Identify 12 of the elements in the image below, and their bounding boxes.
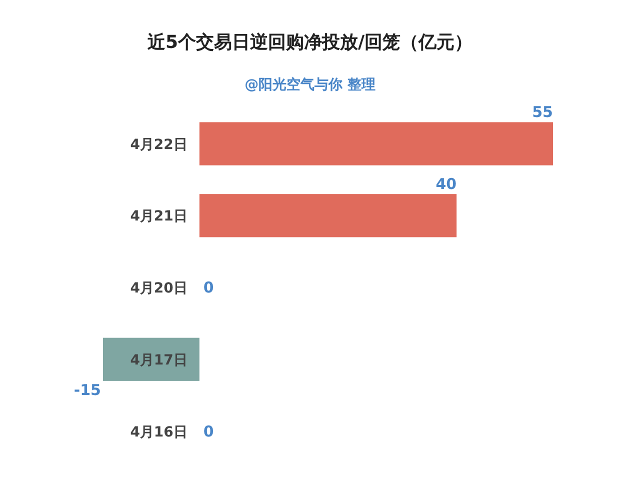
chart-subtitle: @阳光空气与你 整理	[244, 76, 376, 93]
chart-title: 近5个交易日逆回购净投放/回笼（亿元）	[146, 32, 473, 53]
data-label: 0	[203, 278, 214, 296]
y-tick-label: 4月16日	[130, 424, 188, 440]
data-label: 55	[532, 103, 553, 122]
y-tick-label: 4月17日	[130, 352, 188, 368]
y-tick-label: 4月21日	[130, 208, 188, 225]
data-label: -15	[74, 380, 101, 399]
data-label: 0	[203, 422, 214, 440]
y-tick-label: 4月22日	[130, 136, 188, 153]
y-tick-label: 4月20日	[130, 280, 188, 296]
data-label: 40	[436, 175, 457, 194]
